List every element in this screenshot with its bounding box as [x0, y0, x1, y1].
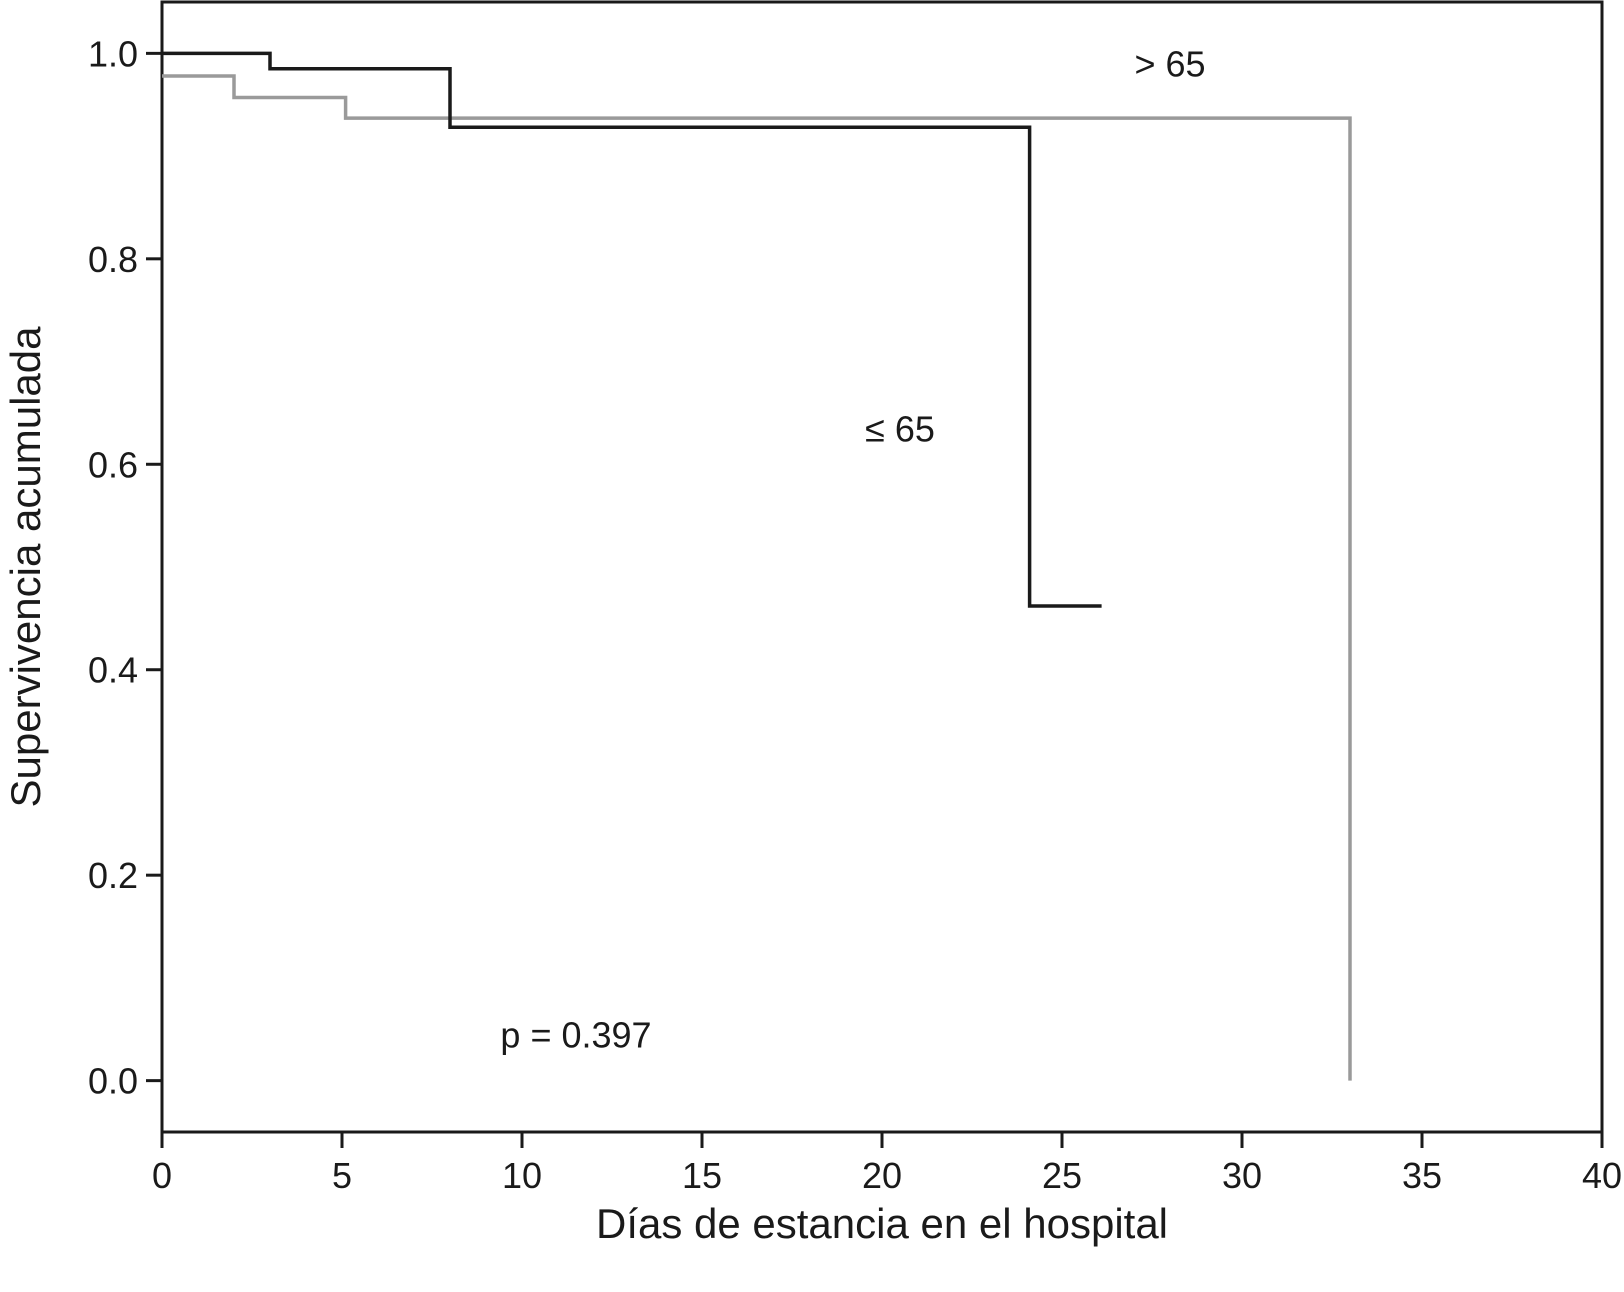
series-line [162, 74, 1352, 1081]
y-tick-label: 0.6 [88, 444, 138, 485]
y-tick-label: 0.4 [88, 650, 138, 691]
x-axis: 0 5 10 15 20 25 30 35 40 [152, 1132, 1622, 1196]
x-tick-label: 15 [682, 1155, 722, 1196]
x-tick-label: 35 [1402, 1155, 1442, 1196]
annotation-label: ≤ 65 [865, 408, 935, 449]
x-tick-label: 20 [862, 1155, 902, 1196]
annotations: > 65 ≤ 65 p = 0.397 [500, 44, 1205, 1056]
series-line [162, 51, 1102, 608]
x-tick-label: 40 [1582, 1155, 1622, 1196]
x-tick-label: 25 [1042, 1155, 1082, 1196]
y-tick-label: 0.8 [88, 239, 138, 280]
y-axis: 0.0 0.2 0.4 0.6 0.8 1.0 [88, 33, 162, 1102]
annotation-label: p = 0.397 [500, 1014, 651, 1055]
plot-frame [160, 0, 1604, 1134]
x-tick-label: 30 [1222, 1155, 1262, 1196]
y-tick-label: 0.2 [88, 855, 138, 896]
series-layer [162, 51, 1352, 1081]
x-tick-label: 0 [152, 1155, 172, 1196]
annotation-label: > 65 [1134, 44, 1205, 85]
y-tick-label: 1.0 [88, 33, 138, 74]
x-tick-label: 10 [502, 1155, 542, 1196]
x-axis-title: Días de estancia en el hospital [596, 1200, 1168, 1247]
y-tick-label: 0.0 [88, 1061, 138, 1102]
x-tick-label: 5 [332, 1155, 352, 1196]
y-axis-title: Supervivencia acumulada [2, 326, 49, 808]
